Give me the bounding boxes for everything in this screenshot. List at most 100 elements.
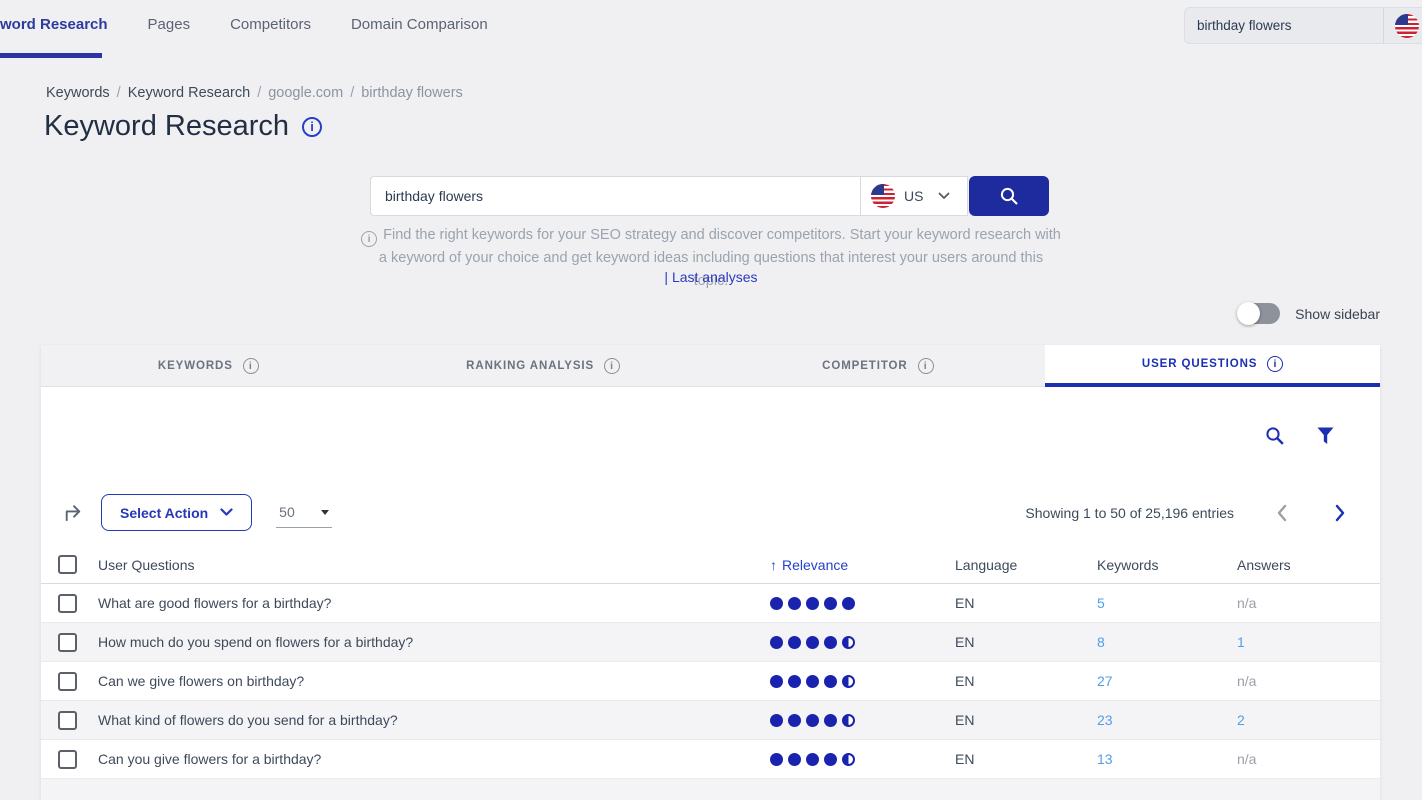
sort-ascending-icon: ↑	[770, 556, 777, 573]
row-checkbox[interactable]	[58, 749, 77, 769]
table-row: What are good flowers for a birthday? EN…	[41, 584, 1380, 623]
breadcrumb-keyword-research[interactable]: Keyword Research	[127, 85, 251, 101]
topnav-search-input[interactable]	[1185, 18, 1383, 33]
info-icon	[361, 231, 378, 248]
keyword-input[interactable]	[370, 176, 860, 216]
keywords-count-link[interactable]: 13	[1097, 751, 1113, 767]
keywords-count-link[interactable]: 5	[1097, 595, 1105, 611]
showing-entries-text: Showing 1 to 50 of 25,196 entries	[1025, 504, 1234, 521]
tab-label: RANKING ANALYSIS	[466, 359, 595, 372]
column-relevance-label: Relevance	[782, 556, 849, 573]
info-icon[interactable]	[1267, 356, 1284, 372]
select-all-checkbox[interactable]	[58, 555, 77, 574]
relevance-dots	[770, 752, 955, 766]
nav-item-keyword-research[interactable]: word Research	[0, 15, 108, 33]
nav-item-competitors[interactable]: Competitors	[230, 15, 311, 33]
info-icon[interactable]	[604, 357, 621, 374]
row-checkbox[interactable]	[58, 671, 77, 691]
row-checkbox[interactable]	[58, 710, 77, 730]
search-icon	[1000, 187, 1018, 205]
chevron-down-icon	[939, 192, 950, 199]
relevance-dots	[770, 713, 955, 727]
filter-icon	[1317, 427, 1334, 444]
chevron-down-icon	[220, 508, 233, 516]
info-icon[interactable]	[242, 357, 259, 374]
table-row: How much do you spend on flowers for a b…	[41, 623, 1380, 662]
search-button[interactable]	[969, 176, 1049, 216]
tab-label: USER QUESTIONS	[1141, 358, 1258, 370]
table-row: What kind of flowers do you send for a b…	[41, 701, 1380, 740]
answers-cell: n/a	[1237, 595, 1257, 611]
topnav-search	[1184, 7, 1422, 44]
column-user-questions: User Questions	[98, 556, 195, 573]
user-question-cell: How much do you spend on flowers for a b…	[98, 634, 414, 650]
column-relevance-sort[interactable]: ↑ Relevance	[770, 557, 955, 573]
page-title: Keyword Research	[44, 110, 289, 142]
language-cell: EN	[955, 634, 975, 650]
previous-page-button[interactable]	[1276, 504, 1288, 522]
row-checkbox[interactable]	[58, 632, 77, 652]
tab-label: KEYWORDS	[157, 359, 233, 372]
next-page-button[interactable]	[1334, 504, 1346, 522]
user-questions-table: User Questions ↑ Relevance Language Keyw…	[41, 546, 1380, 800]
relevance-dot	[824, 752, 837, 766]
country-select[interactable]: US	[860, 176, 968, 216]
user-question-cell: Can you give flowers for a birthday?	[98, 751, 322, 767]
show-sidebar-toggle[interactable]	[1237, 302, 1281, 325]
keywords-count-link[interactable]: 23	[1097, 712, 1113, 728]
tab-ranking-analysis[interactable]: RANKING ANALYSIS	[375, 345, 711, 387]
relevance-dot	[842, 713, 855, 727]
tab-user-questions[interactable]: USER QUESTIONS	[1045, 345, 1380, 387]
chevron-left-icon	[1277, 504, 1287, 521]
relevance-dot	[788, 596, 801, 610]
answers-count-link[interactable]: 1	[1237, 634, 1245, 650]
export-arrow-icon	[65, 505, 81, 521]
nav-item-pages[interactable]: Pages	[147, 15, 191, 33]
select-action-button[interactable]: Select Action	[101, 494, 253, 531]
export-button[interactable]	[62, 501, 85, 524]
filter-button[interactable]	[1317, 427, 1334, 445]
breadcrumb-google-com[interactable]: google.com	[268, 85, 344, 101]
keywords-count-link[interactable]: 27	[1097, 673, 1113, 689]
table-search-button[interactable]	[1264, 425, 1285, 446]
toggle-knob	[1237, 302, 1261, 325]
page-size-select[interactable]: 50	[276, 498, 333, 528]
answers-count-link[interactable]: 2	[1237, 712, 1245, 728]
show-sidebar-label: Show sidebar	[1295, 305, 1380, 322]
tab-competitor[interactable]: COMPETITOR	[710, 345, 1046, 387]
language-cell: EN	[955, 712, 975, 728]
relevance-dot	[788, 752, 801, 766]
keywords-count-link[interactable]: 8	[1097, 634, 1105, 650]
relevance-dot	[842, 674, 855, 688]
language-cell: EN	[955, 673, 975, 689]
relevance-dot	[770, 596, 783, 610]
breadcrumb-birthday-flowers: birthday flowers	[361, 85, 463, 101]
pagination	[1276, 504, 1346, 522]
row-checkbox[interactable]	[58, 593, 77, 613]
table-header-row: User Questions ↑ Relevance Language Keyw…	[41, 546, 1380, 584]
relevance-dot	[788, 635, 801, 649]
page-title-row: Keyword Research	[44, 110, 322, 143]
nav-items: word Research Pages Competitors Domain C…	[0, 0, 1422, 48]
relevance-dot	[824, 674, 837, 688]
relevance-dot	[770, 713, 783, 727]
tab-keywords[interactable]: KEYWORDS	[41, 345, 376, 387]
tabs: KEYWORDS RANKING ANALYSIS COMPETITOR USE…	[41, 345, 1380, 387]
relevance-dot	[806, 674, 819, 688]
table-row-partial	[41, 779, 1380, 800]
relevance-dot	[824, 713, 837, 727]
title-info-icon[interactable]	[302, 116, 322, 137]
us-flag-icon[interactable]	[1395, 13, 1419, 38]
answers-cell: n/a	[1237, 751, 1257, 767]
nav-item-domain-comparison[interactable]: Domain Comparison	[350, 15, 488, 33]
last-analyses-link[interactable]: | Last analyses	[664, 269, 758, 285]
breadcrumb-separator: /	[350, 85, 355, 101]
sidebar-toggle-row: Show sidebar	[1237, 302, 1380, 325]
relevance-dot	[806, 752, 819, 766]
table-row: Can you give flowers for a birthday? EN …	[41, 740, 1380, 779]
breadcrumb-separator: /	[257, 85, 262, 101]
relevance-dot	[806, 596, 819, 610]
page-size-value: 50	[279, 504, 295, 520]
info-icon[interactable]	[917, 357, 934, 374]
breadcrumb-keywords[interactable]: Keywords	[46, 85, 110, 101]
